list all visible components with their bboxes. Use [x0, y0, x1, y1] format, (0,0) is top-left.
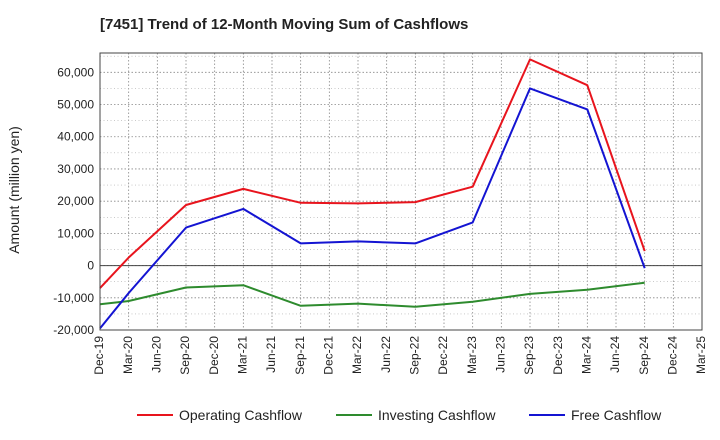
x-tick-label: Jun-21 [264, 336, 278, 373]
x-tick-label: Sep-22 [408, 336, 422, 375]
y-tick-label: 30,000 [57, 162, 94, 176]
y-axis-label: Amount (million yen) [6, 126, 22, 254]
x-tick-label: Jun-22 [379, 336, 393, 373]
y-tick-label: 60,000 [57, 65, 94, 79]
y-tick-label: 0 [87, 259, 94, 273]
x-tick-label: Mar-22 [350, 336, 364, 374]
legend-swatch-operating [137, 414, 173, 416]
x-tick-label: Dec-22 [436, 336, 450, 375]
legend-label-investing: Investing Cashflow [378, 407, 496, 423]
x-tick-label: Sep-23 [522, 336, 536, 375]
y-tick-labels: -20,000 -10,000 0 10,000 20,000 30,000 40,000 5… [53, 65, 94, 337]
x-tick-label: Mar-25 [694, 336, 708, 374]
series-line-1 [99, 58, 646, 289]
x-tick-label: Mar-21 [236, 336, 250, 374]
x-tick-label: Dec-23 [551, 336, 565, 375]
x-tick-label: Mar-23 [465, 336, 479, 374]
x-tick-labels: Dec-19 Mar-20 Jun-20 Sep-20 Dec-20 Mar-21 Jun-… [92, 336, 708, 375]
y-tick-label: 10,000 [57, 226, 94, 240]
y-tick-label: -20,000 [53, 323, 94, 337]
x-tick-label: Sep-24 [637, 336, 651, 375]
x-tick-label: Sep-21 [293, 336, 307, 375]
x-tick-label: Dec-20 [207, 336, 221, 375]
x-tick-label: Dec-19 [92, 336, 106, 375]
series-line-3 [99, 87, 646, 330]
y-tick-label: -10,000 [53, 291, 94, 305]
cashflow-line-chart: -20,000 -10,000 0 10,000 20,000 30,000 40,000 5… [6, 52, 708, 375]
y-tick-label: 20,000 [57, 194, 94, 208]
plot-frame [99, 52, 703, 331]
legend-swatch-investing [336, 414, 372, 416]
chart-title: [7451] Trend of 12-Month Moving Sum of C… [100, 16, 469, 33]
legend-swatch-free [529, 414, 565, 416]
legend-item-investing: Investing Cashflow [336, 405, 496, 425]
x-tick-label: Mar-20 [121, 336, 135, 374]
legend-label-operating: Operating Cashflow [179, 407, 302, 423]
x-tick-label: Sep-20 [178, 336, 192, 375]
x-tick-label: Dec-24 [666, 336, 680, 375]
x-tick-label: Mar-24 [580, 336, 594, 374]
x-tick-label: Jun-20 [150, 336, 164, 373]
x-tick-label: Jun-23 [494, 336, 508, 373]
legend-item-operating: Operating Cashflow [137, 405, 302, 425]
legend-item-free: Free Cashflow [529, 405, 661, 425]
series-line-2 [99, 281, 645, 308]
y-tick-label: 40,000 [57, 130, 94, 144]
grid-lines [100, 53, 702, 331]
series-lines [99, 58, 646, 330]
y-tick-label: 50,000 [57, 98, 94, 112]
legend-label-free: Free Cashflow [571, 407, 662, 423]
x-tick-label: Dec-21 [322, 336, 336, 375]
x-tick-label: Jun-24 [608, 336, 622, 373]
